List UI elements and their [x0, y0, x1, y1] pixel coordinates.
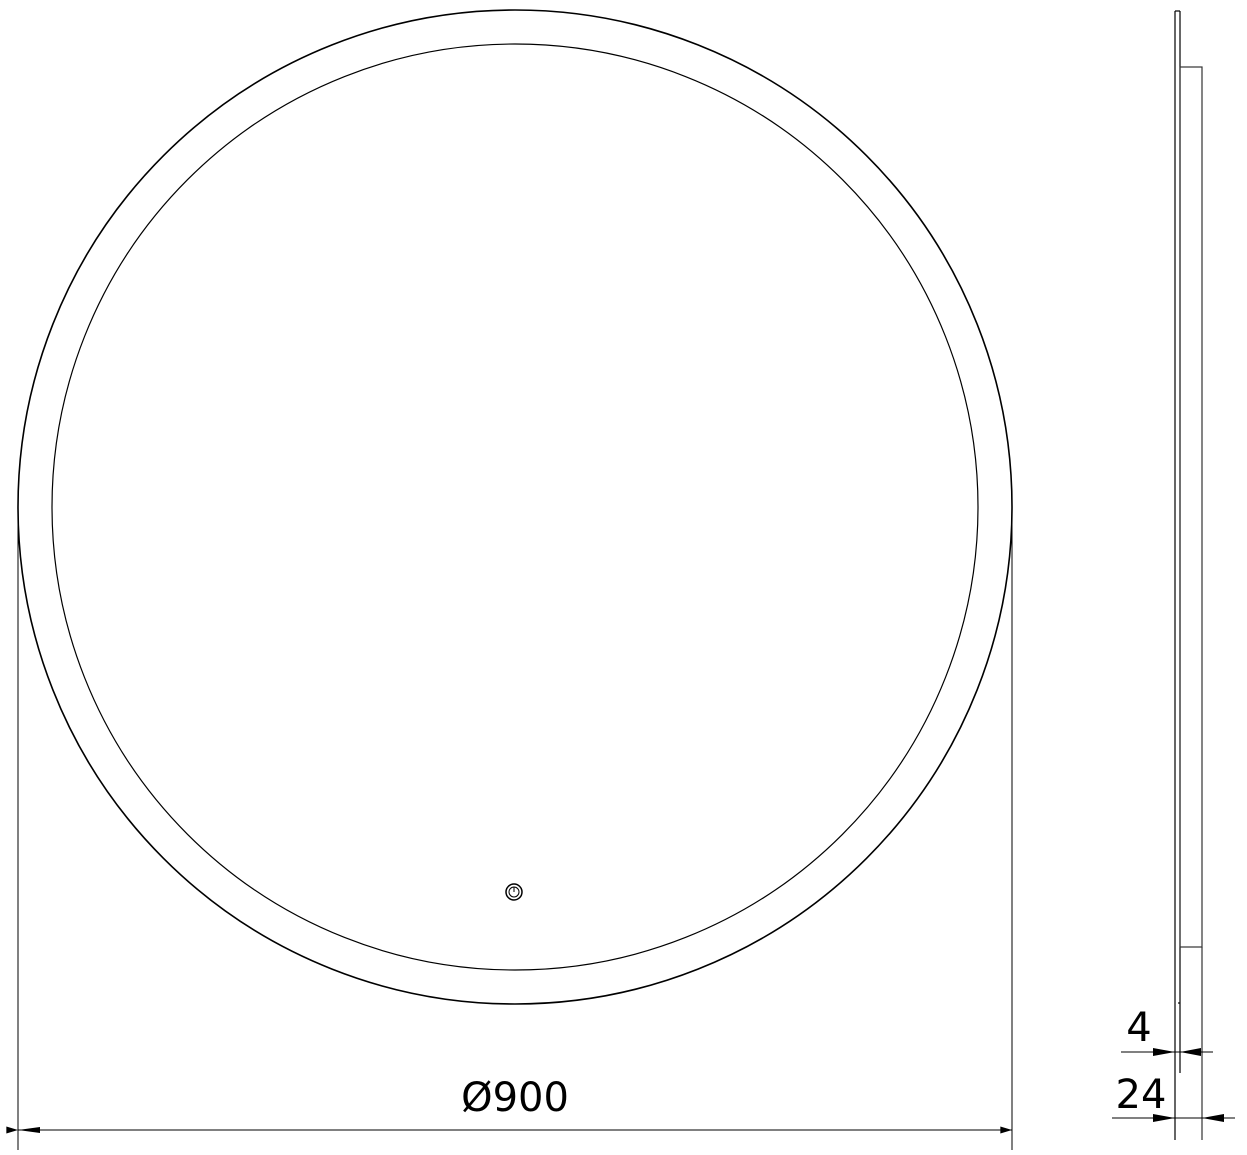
power-icon[interactable]: [505, 883, 523, 901]
frame-profile: [1179, 66, 1203, 948]
glass-thickness-label: 4: [1126, 1005, 1151, 1051]
total-depth-label: 24: [1116, 1072, 1167, 1118]
front-view: [6, 9, 1013, 1150]
diameter-label: Ø900: [461, 1075, 569, 1121]
side-view: [1112, 10, 1235, 1140]
led-inner-ring: [51, 43, 979, 971]
mirror-outer-edge: [17, 9, 1013, 1005]
